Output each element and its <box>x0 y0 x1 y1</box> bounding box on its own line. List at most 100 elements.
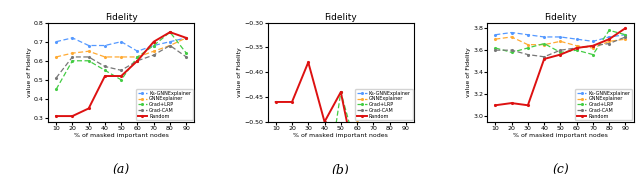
Ks-GNNExplainer <box>166 41 174 43</box>
Ks-GNNExplainer <box>353 170 361 172</box>
Title: Fidelity: Fidelity <box>544 13 577 22</box>
Grad+LRP <box>166 31 174 33</box>
Grad+LRP <box>573 49 580 51</box>
Ks-GNNExplainer <box>621 34 629 36</box>
Grad-CAM <box>621 36 629 38</box>
GNNExplainer <box>182 37 190 39</box>
Grad-CAM <box>166 45 174 47</box>
Line: Ks-GNNExplainer: Ks-GNNExplainer <box>54 36 188 53</box>
Grad+LRP <box>353 151 361 153</box>
Grad-CAM <box>353 170 361 172</box>
Ks-GNNExplainer <box>524 34 532 36</box>
Grad-CAM <box>117 69 125 71</box>
Line: GNNExplainer: GNNExplainer <box>493 35 627 50</box>
Grad+LRP <box>272 146 280 148</box>
Grad+LRP <box>337 91 345 93</box>
Grad+LRP <box>508 51 515 53</box>
Grad+LRP <box>589 54 596 56</box>
GNNExplainer <box>117 56 125 58</box>
X-axis label: % of masked important nodes: % of masked important nodes <box>74 133 168 138</box>
Line: Ks-GNNExplainer: Ks-GNNExplainer <box>493 31 627 43</box>
Random <box>573 47 580 49</box>
Line: Random: Random <box>54 30 188 118</box>
Grad+LRP <box>557 51 564 53</box>
Grad+LRP <box>182 52 190 54</box>
Text: (c): (c) <box>552 163 569 174</box>
GNNExplainer <box>85 50 93 52</box>
X-axis label: % of masked important nodes: % of masked important nodes <box>513 133 608 138</box>
Ks-GNNExplainer <box>117 41 125 43</box>
Grad-CAM <box>605 42 613 45</box>
Grad-CAM <box>150 54 157 56</box>
Ks-GNNExplainer <box>182 37 190 39</box>
Random <box>68 115 76 117</box>
Line: Grad+LRP: Grad+LRP <box>274 90 408 174</box>
Ks-GNNExplainer <box>557 36 564 38</box>
Grad-CAM <box>573 47 580 49</box>
GNNExplainer <box>621 38 629 40</box>
Ks-GNNExplainer <box>540 36 548 38</box>
Grad-CAM <box>85 56 93 58</box>
Grad+LRP <box>288 170 296 172</box>
Grad-CAM <box>101 65 109 68</box>
Grad+LRP <box>52 88 60 90</box>
Line: Grad+LRP: Grad+LRP <box>54 30 188 91</box>
Random <box>166 31 174 33</box>
Random <box>182 37 190 39</box>
GNNExplainer <box>353 121 361 123</box>
GNNExplainer <box>166 45 174 47</box>
Random <box>621 27 629 29</box>
GNNExplainer <box>540 44 548 46</box>
Random <box>288 101 296 103</box>
GNNExplainer <box>492 38 499 40</box>
Grad-CAM <box>557 49 564 51</box>
Random <box>134 60 141 62</box>
Ks-GNNExplainer <box>492 34 499 36</box>
Random <box>321 121 328 123</box>
Random <box>353 170 361 172</box>
GNNExplainer <box>508 36 515 38</box>
X-axis label: % of masked important nodes: % of masked important nodes <box>293 133 388 138</box>
GNNExplainer <box>589 47 596 49</box>
Grad-CAM <box>524 54 532 56</box>
Grad+LRP <box>369 146 377 148</box>
Ks-GNNExplainer <box>68 37 76 39</box>
Random <box>508 102 515 104</box>
Grad-CAM <box>52 77 60 79</box>
Grad-CAM <box>508 49 515 51</box>
Grad+LRP <box>68 60 76 62</box>
Title: Fidelity: Fidelity <box>324 13 357 22</box>
Legend: Ks-GNNExplainer, GNNExplainer, Grad+LRP, Grad-CAM, Random: Ks-GNNExplainer, GNNExplainer, Grad+LRP,… <box>355 89 413 120</box>
Random <box>589 45 596 47</box>
Grad-CAM <box>492 49 499 51</box>
GNNExplainer <box>369 131 377 133</box>
GNNExplainer <box>101 56 109 58</box>
Grad-CAM <box>134 60 141 62</box>
Text: (a): (a) <box>113 163 130 174</box>
Grad+LRP <box>524 47 532 49</box>
GNNExplainer <box>52 56 60 58</box>
GNNExplainer <box>557 40 564 42</box>
GNNExplainer <box>68 52 76 54</box>
Y-axis label: value of Fidelity: value of Fidelity <box>27 47 32 97</box>
Line: Grad-CAM: Grad-CAM <box>54 44 188 80</box>
Line: Grad-CAM: Grad-CAM <box>493 35 627 58</box>
Legend: Ks-GNNExplainer, GNNExplainer, Grad+LRP, Grad-CAM, Random: Ks-GNNExplainer, GNNExplainer, Grad+LRP,… <box>575 89 632 120</box>
Grad-CAM <box>337 146 345 148</box>
Random <box>52 115 60 117</box>
Grad-CAM <box>272 170 280 172</box>
GNNExplainer <box>150 50 157 52</box>
Random <box>101 75 109 77</box>
Line: Random: Random <box>274 61 408 174</box>
Ks-GNNExplainer <box>589 40 596 42</box>
Grad-CAM <box>589 45 596 47</box>
Text: (b): (b) <box>332 163 349 174</box>
Legend: Ks-GNNExplainer, GNNExplainer, Grad+LRP, Grad-CAM, Random: Ks-GNNExplainer, GNNExplainer, Grad+LRP,… <box>136 89 193 120</box>
GNNExplainer <box>524 44 532 46</box>
Line: Grad+LRP: Grad+LRP <box>493 29 627 56</box>
Random <box>305 61 312 63</box>
Random <box>272 101 280 103</box>
Grad+LRP <box>85 60 93 62</box>
Grad+LRP <box>492 47 499 49</box>
Grad+LRP <box>101 69 109 71</box>
